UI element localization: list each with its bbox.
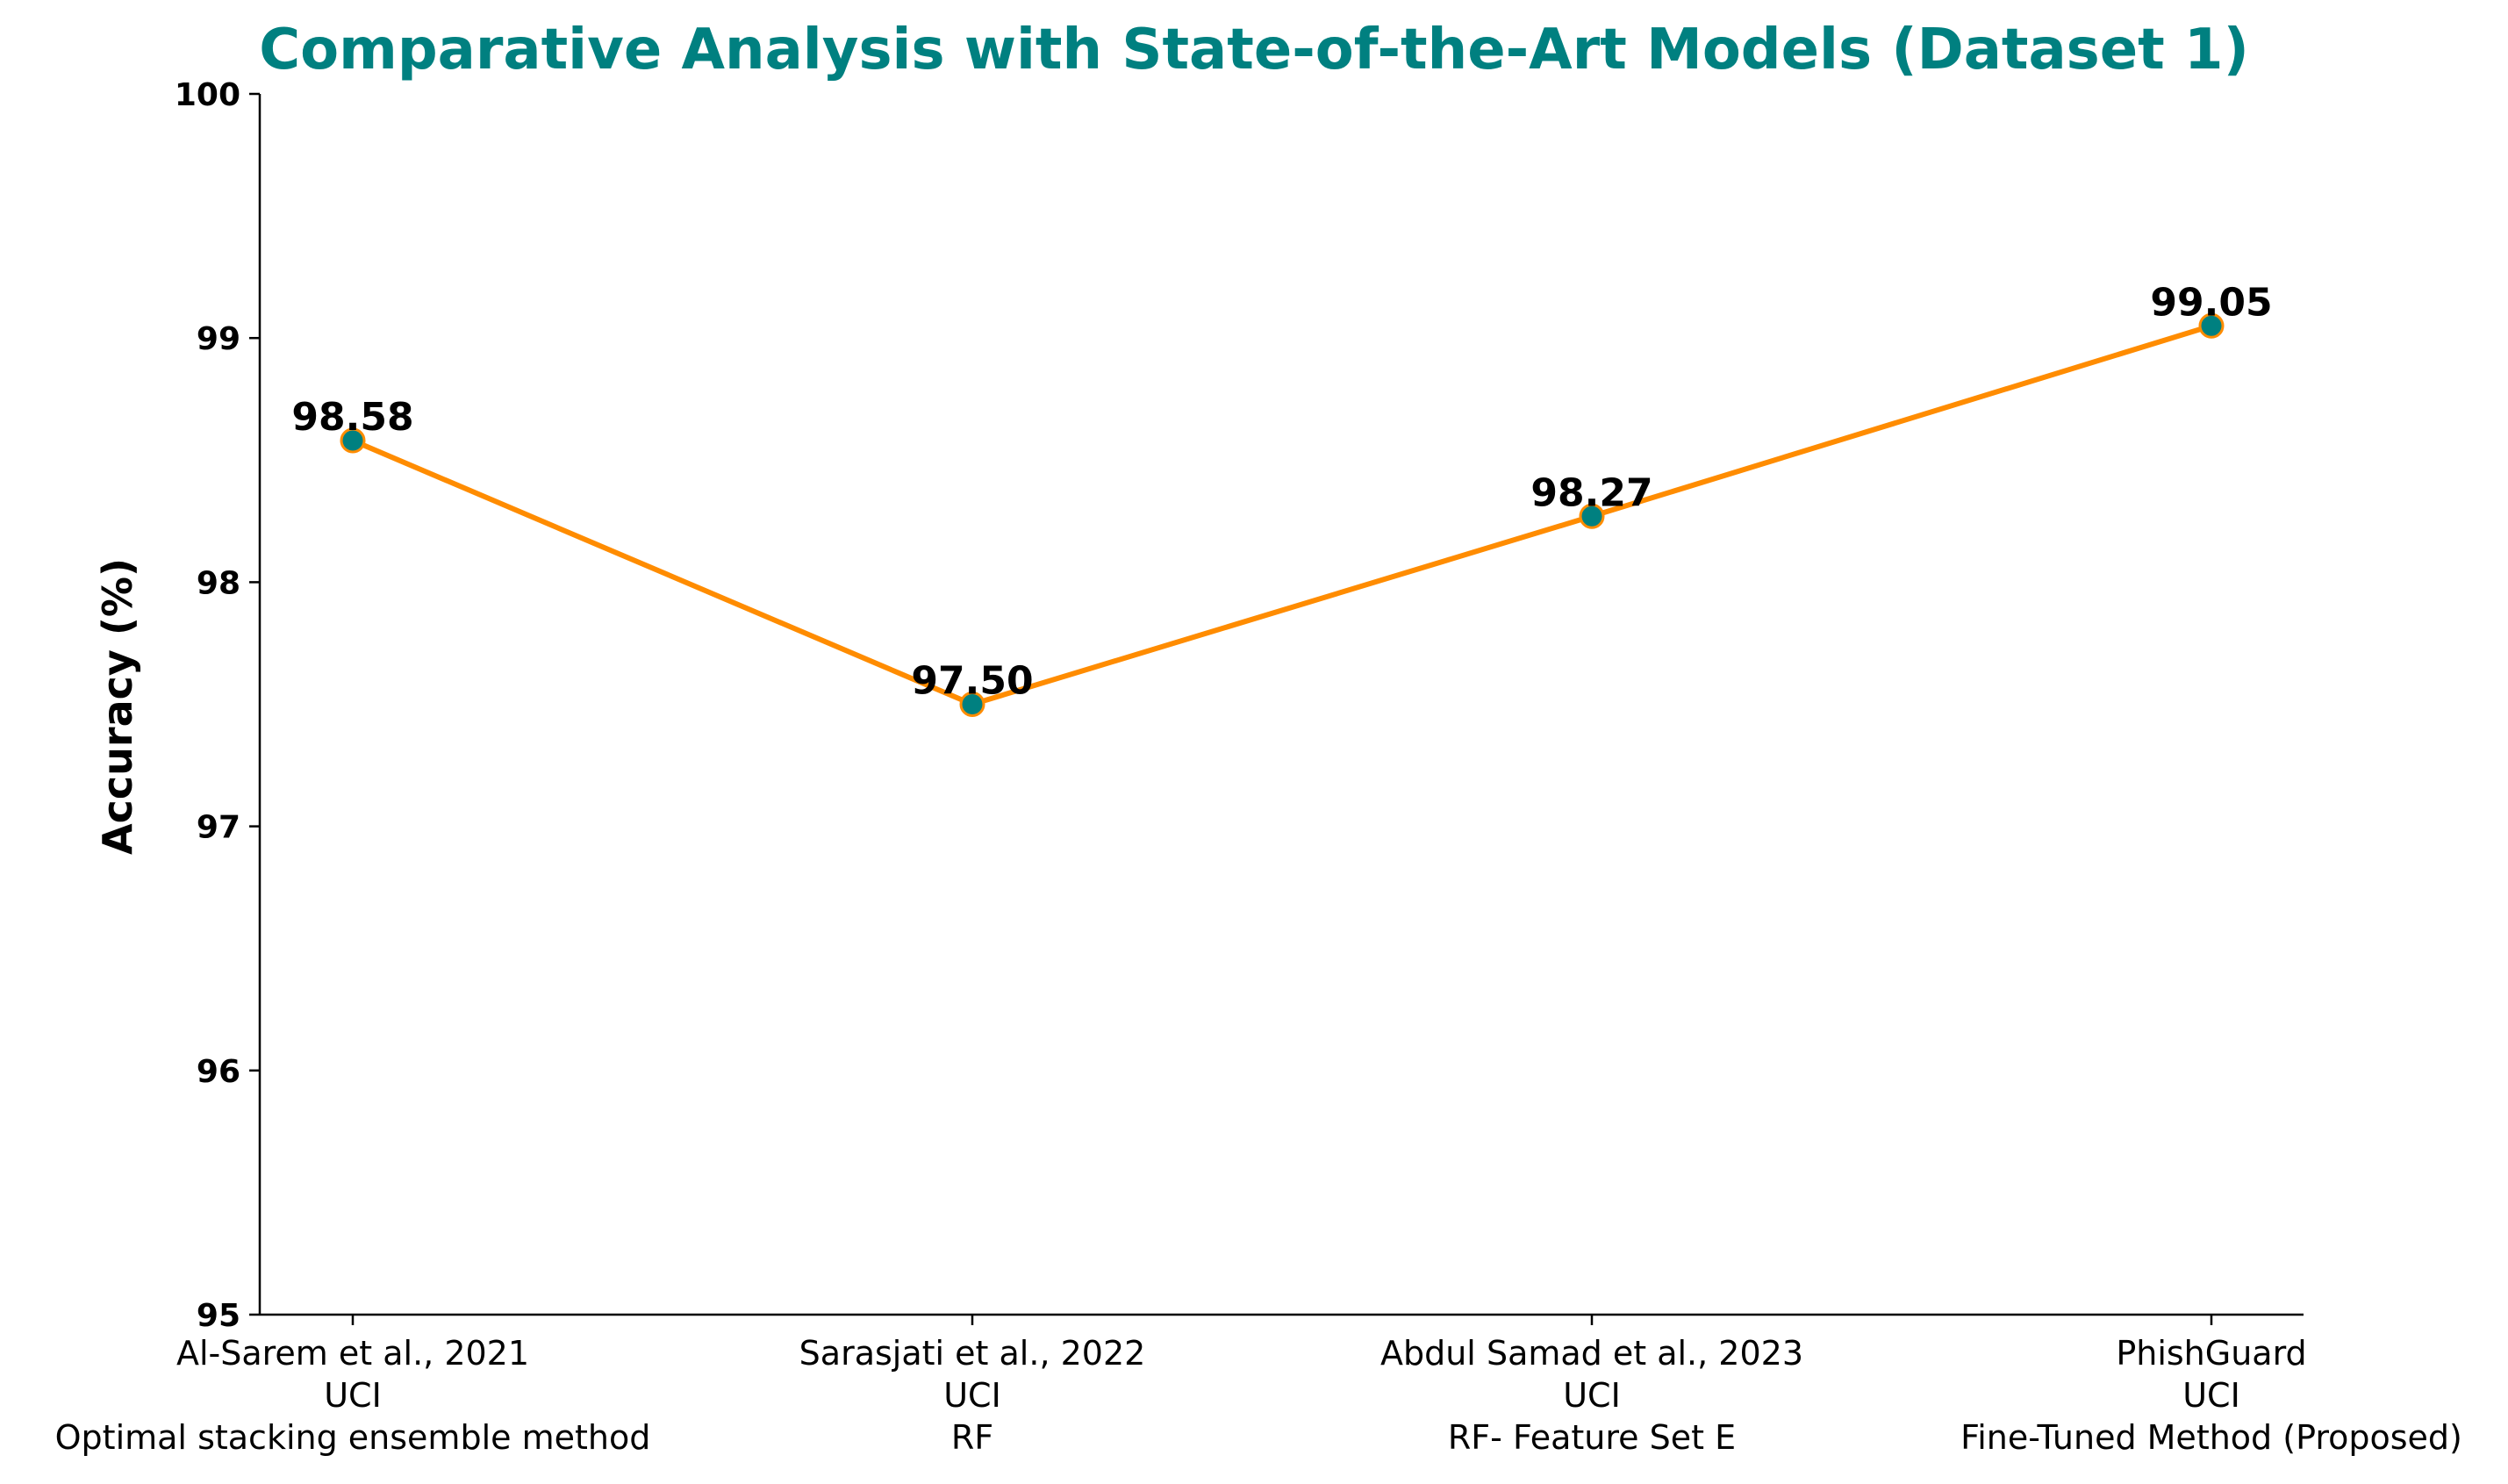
series-line xyxy=(351,323,2212,707)
data-labels: 98.58 97.50 98.27 99.05 xyxy=(291,280,2272,703)
data-label: 98.27 xyxy=(1530,470,1652,515)
data-label: 99.05 xyxy=(2150,280,2272,325)
chart-axes xyxy=(258,94,2304,1316)
y-tick-label: 99 xyxy=(197,321,240,357)
x-tick-label-line: Fine-Tuned Method (Proposed) xyxy=(1960,1418,2462,1457)
y-axis-label: Accuracy (%) xyxy=(94,558,141,855)
x-tick-label-line: UCI xyxy=(1563,1376,1621,1415)
x-tick-label-line: UCI xyxy=(943,1376,1001,1415)
data-point xyxy=(2198,312,2225,339)
x-tick-label-line: PhishGuard xyxy=(2116,1334,2306,1373)
y-tick-label: 96 xyxy=(197,1054,240,1090)
x-tick-label-line: Optimal stacking ensemble method xyxy=(55,1418,651,1457)
y-axis-ticks: 95 96 97 98 99 100 xyxy=(175,77,260,1334)
x-tick-label-line: RF- Feature Set E xyxy=(1448,1418,1736,1457)
chart-title: Comparative Analysis with State-of-the-A… xyxy=(259,18,2249,82)
y-tick-label: 95 xyxy=(197,1298,240,1334)
y-tick-label: 100 xyxy=(175,77,240,113)
y-tick-label: 98 xyxy=(197,565,240,601)
x-tick-label: PhishGuard UCI Fine-Tuned Method (Proposed… xyxy=(1960,1334,2462,1457)
x-axis-ticks: Al-Sarem et al., 2021 UCI Optimal stacking… xyxy=(55,1315,2462,1457)
accuracy-series xyxy=(340,312,2225,717)
x-tick-label-line: RF xyxy=(951,1418,993,1457)
x-tick-label: Abdul Samad et al., 2023 UCI RF- Feature S… xyxy=(1380,1334,1803,1457)
x-tick-label-line: Al-Sarem et al., 2021 xyxy=(176,1334,529,1373)
data-point xyxy=(959,692,985,717)
x-tick-label-line: Sarasjati et al., 2022 xyxy=(799,1334,1146,1373)
data-point xyxy=(340,427,366,454)
data-label: 98.58 xyxy=(291,395,413,440)
data-label: 97.50 xyxy=(911,659,1033,704)
x-tick-label-line: UCI xyxy=(2182,1376,2240,1415)
y-tick-label: 97 xyxy=(197,810,240,846)
x-tick-label: Al-Sarem et al., 2021 UCI Optimal stacking… xyxy=(55,1334,651,1457)
x-tick-label-line: Abdul Samad et al., 2023 xyxy=(1380,1334,1803,1373)
data-point xyxy=(1579,503,1605,529)
x-tick-label-line: UCI xyxy=(324,1376,382,1415)
x-tick-label: Sarasjati et al., 2022 UCI RF xyxy=(799,1334,1146,1457)
